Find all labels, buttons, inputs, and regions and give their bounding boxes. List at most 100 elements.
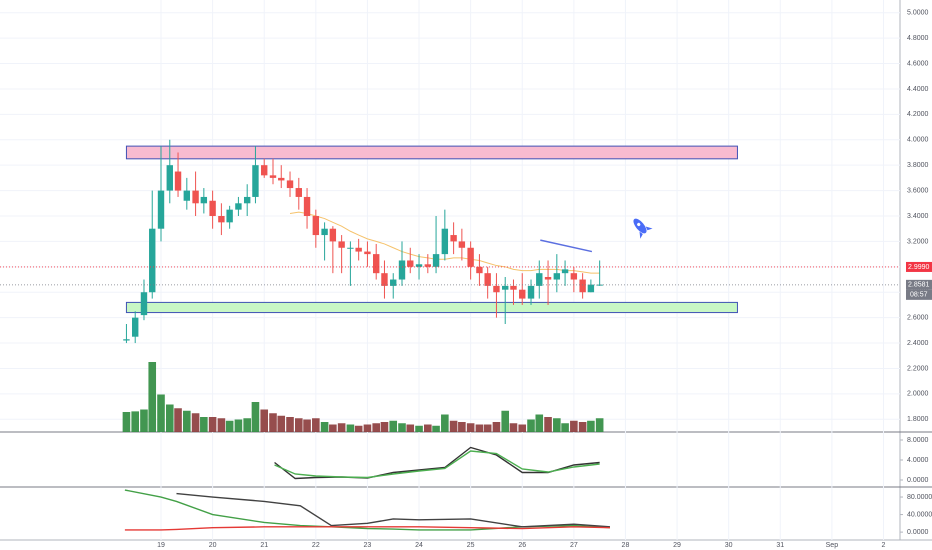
x-tick-label: 23 — [364, 542, 372, 549]
volume-bar — [286, 417, 294, 432]
candle-body — [243, 196, 251, 204]
candle-body — [381, 273, 388, 286]
candle-body — [432, 254, 440, 267]
y-tick-label: 80.0000 — [907, 494, 932, 501]
candle-body — [200, 196, 208, 204]
volume-bar — [200, 417, 208, 432]
candle-body — [398, 260, 406, 280]
x-tick-label: Sep — [826, 542, 839, 549]
volume-bar — [458, 422, 466, 432]
candle-body — [544, 276, 552, 280]
y-tick-label: 3.6000 — [907, 187, 929, 194]
candle-body — [149, 228, 156, 293]
candle-body — [390, 279, 397, 286]
x-tick-label: 22 — [312, 542, 320, 549]
price-tag-label: 2.8581 — [908, 282, 930, 289]
y-tick-label: 0.0000 — [907, 477, 929, 484]
candle-body — [312, 216, 320, 236]
y-tick-label: 2.0000 — [907, 391, 929, 398]
x-tick-label: 31 — [776, 542, 784, 549]
candle-body — [286, 180, 294, 189]
y-tick-label: 40.0000 — [907, 511, 932, 518]
volume-bar — [243, 418, 251, 432]
candle-body — [123, 339, 130, 341]
y-tick-label: 0.0000 — [907, 529, 929, 536]
indicator-line — [176, 492, 611, 528]
candle-body — [209, 200, 216, 216]
candle-body — [510, 285, 517, 290]
y-tick-label: 1.8000 — [907, 416, 929, 423]
volume-bar — [122, 412, 131, 432]
y-tick-label: 2.2000 — [907, 365, 929, 372]
volume-bar — [561, 423, 569, 432]
volume-bar — [372, 423, 381, 432]
candle-body — [458, 241, 466, 248]
candle-body — [355, 247, 362, 252]
volume-bar — [424, 424, 432, 432]
candle-body — [295, 188, 302, 197]
candle-body — [226, 209, 233, 223]
volume-bar — [140, 409, 148, 432]
volume-bar — [570, 420, 578, 432]
indicator-line — [124, 526, 610, 531]
candle-body — [347, 247, 354, 249]
candle-body — [235, 203, 242, 210]
volume-bar — [329, 424, 337, 432]
volume-bar — [398, 423, 406, 432]
candle-body — [261, 165, 268, 176]
candle-body — [536, 273, 543, 286]
countdown: 08:57 — [910, 292, 928, 299]
candle-body — [476, 266, 483, 274]
candle-body — [596, 284, 603, 286]
candle-body — [407, 260, 414, 267]
candle-body — [553, 273, 561, 280]
y-tick-label: 3.8000 — [907, 162, 929, 169]
price-tag — [906, 261, 932, 272]
candle-body — [519, 289, 526, 299]
price-zone — [125, 145, 738, 160]
volume-bar — [492, 422, 501, 432]
volume-bar — [165, 404, 174, 432]
y-tick-label: 2.6000 — [907, 314, 929, 321]
y-tick-label: 4.6000 — [907, 60, 929, 67]
volume-bar — [449, 420, 458, 432]
candle-body — [269, 175, 277, 178]
candle-body — [441, 228, 449, 255]
price-tag — [906, 279, 932, 290]
volume-bar — [294, 418, 303, 432]
candle-body — [502, 285, 509, 290]
rocket-icon — [633, 218, 653, 239]
volume-bar — [320, 422, 329, 432]
candle-body — [174, 171, 182, 191]
volume-bar — [312, 418, 320, 432]
candle-body — [303, 196, 311, 216]
candle-body — [484, 273, 491, 286]
volume-bar — [225, 420, 234, 432]
price-tag-label: 2.9990 — [908, 264, 930, 271]
volume-bar — [217, 418, 226, 432]
y-tick-label: 3.2000 — [907, 238, 929, 245]
price-zone — [125, 301, 738, 314]
volume-bar — [174, 408, 182, 432]
candle-body — [278, 177, 285, 181]
y-tick-label: 4.0000 — [907, 457, 929, 464]
volume-bar — [191, 413, 200, 432]
x-tick-label: 21 — [260, 542, 268, 549]
candle-body — [450, 235, 457, 242]
y-tick-label: 5.0000 — [907, 10, 929, 17]
x-tick-label: 30 — [725, 542, 733, 549]
candle-body — [424, 264, 432, 267]
x-tick-label: 25 — [467, 542, 475, 549]
y-tick-label: 4.4000 — [907, 86, 929, 93]
volume-bar — [354, 425, 363, 432]
volume-bar — [587, 420, 595, 432]
indicator-line — [274, 446, 600, 480]
candle-body — [183, 190, 191, 201]
y-tick-label: 4.0000 — [907, 137, 929, 144]
volume-bar — [277, 415, 286, 432]
y-tick-label: 2.4000 — [907, 340, 929, 347]
candle-body — [329, 228, 337, 242]
candle-body — [579, 279, 586, 293]
y-tick-label: 4.8000 — [907, 35, 929, 42]
